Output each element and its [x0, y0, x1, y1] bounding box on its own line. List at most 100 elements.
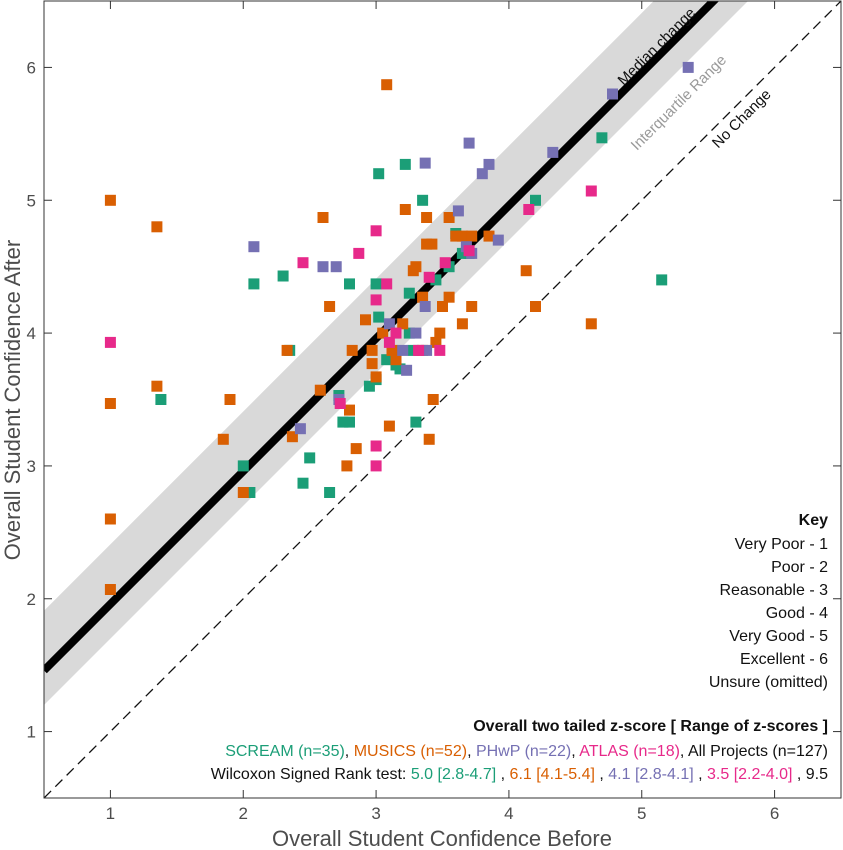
- data-point-phwp: [452, 205, 464, 217]
- legend-zscore-row: Wilcoxon Signed Rank test: 5.0 [2.8-4.7]…: [211, 766, 828, 783]
- key-item: Very Good - 5: [729, 628, 828, 645]
- key-title: Key: [799, 512, 828, 529]
- data-point-phwp: [294, 423, 306, 435]
- zscore-musics: 6.1 [4.1-5.4]: [510, 766, 595, 783]
- data-point-atlas: [353, 247, 365, 259]
- x-tick-label: 1: [106, 804, 115, 823]
- data-point-musics: [386, 344, 398, 356]
- data-point-scream: [403, 287, 415, 299]
- zscore-phwp: 4.1 [2.8-4.1]: [608, 766, 693, 783]
- data-point-scream: [530, 194, 541, 206]
- data-point-musics: [466, 230, 478, 242]
- zscore-atlas: 3.5 [2.2-4.0]: [707, 766, 792, 783]
- data-point-phwp: [419, 301, 431, 312]
- data-point-scream: [244, 487, 256, 498]
- data-point-scream: [370, 278, 382, 290]
- data-point-atlas: [439, 257, 451, 269]
- data-point-atlas: [370, 460, 382, 472]
- data-point-musics: [346, 344, 358, 356]
- data-point-atlas: [370, 440, 382, 452]
- data-point-atlas: [370, 225, 382, 237]
- y-axis-label: Overall Student Confidence After: [0, 240, 25, 560]
- data-point-musics: [324, 301, 336, 312]
- data-point-musics: [466, 301, 478, 312]
- data-point-musics: [104, 584, 116, 595]
- legend: Overall two tailed z-score [ Range of z-…: [211, 718, 828, 783]
- data-point-atlas: [383, 336, 395, 348]
- data-point-atlas: [390, 327, 402, 339]
- data-point-musics: [390, 354, 402, 366]
- data-point-musics: [314, 384, 326, 396]
- data-point-atlas: [585, 185, 597, 197]
- data-point-musics: [450, 230, 462, 242]
- data-point-scream: [399, 158, 411, 170]
- data-point-musics: [443, 291, 455, 303]
- data-point-musics: [104, 398, 116, 409]
- data-point-musics: [104, 513, 116, 525]
- data-point-scream: [381, 354, 393, 366]
- data-point-phwp: [492, 234, 504, 246]
- key-item: Poor - 2: [771, 559, 828, 576]
- data-point-musics: [530, 301, 541, 312]
- data-point-scream: [344, 416, 355, 428]
- data-point-atlas: [297, 257, 309, 269]
- data-point-scream: [456, 247, 468, 259]
- data-point-atlas: [413, 344, 425, 356]
- data-point-atlas: [423, 271, 435, 283]
- data-point-musics: [410, 261, 422, 273]
- data-point-musics: [350, 443, 362, 455]
- x-axis-label: Overall Student Confidence Before: [272, 826, 612, 850]
- median-change-line: [44, 1, 720, 674]
- data-point-musics: [104, 194, 116, 206]
- data-point-scream: [344, 278, 355, 290]
- x-tick-label: 5: [637, 804, 646, 823]
- data-point-musics: [366, 344, 378, 356]
- data-point-musics: [317, 212, 329, 223]
- data-point-phwp: [682, 61, 694, 73]
- data-point-phwp: [463, 137, 475, 149]
- data-point-musics: [427, 394, 439, 405]
- x-tick-label: 6: [770, 804, 779, 823]
- key-item: Good - 4: [766, 605, 828, 622]
- y-tick-label: 1: [27, 723, 36, 742]
- x-axis: 1 2 3 4 5 6: [106, 1, 779, 823]
- data-point-phwp: [330, 261, 342, 273]
- data-point-musics: [434, 327, 446, 339]
- data-point-scream: [373, 168, 385, 180]
- wilcoxon-label: Wilcoxon Signed Rank test:: [211, 766, 407, 783]
- y-tick-label: 5: [27, 191, 36, 210]
- data-point-musics: [421, 212, 433, 223]
- y-tick-label: 6: [27, 58, 36, 77]
- zscore-all: 9.5: [806, 766, 828, 783]
- key-item: Very Poor - 1: [735, 536, 828, 553]
- data-point-musics: [370, 371, 382, 383]
- data-point-musics: [423, 433, 435, 445]
- data-point-atlas: [370, 294, 382, 306]
- legend-musics: MUSICS (n=52): [354, 743, 467, 760]
- legend-atlas: ATLAS (n=18): [579, 743, 680, 760]
- data-point-musics: [426, 238, 438, 250]
- data-point-musics: [483, 230, 495, 242]
- x-tick-label: 4: [504, 804, 513, 823]
- data-point-musics: [397, 318, 409, 330]
- data-point-phwp: [397, 344, 409, 356]
- plot-frame: [43, 0, 842, 799]
- y-tick-label: 2: [27, 590, 36, 609]
- data-point-scream: [373, 311, 385, 323]
- data-point-musics: [520, 265, 532, 277]
- data-point-scream: [363, 380, 375, 392]
- data-point-musics: [456, 230, 468, 242]
- data-point-phwp: [547, 146, 559, 158]
- data-point-phwp: [383, 318, 395, 330]
- data-point-atlas: [381, 278, 393, 290]
- x-tick-label: 3: [371, 804, 380, 823]
- key-box: Key Very Poor - 1 Poor - 2 Reasonable - …: [709, 512, 828, 691]
- legend-title: Overall two tailed z-score [ Range of z-…: [473, 718, 828, 735]
- data-point-scream: [277, 270, 289, 282]
- data-point-phwp: [476, 168, 488, 180]
- data-point-musics: [360, 314, 371, 326]
- data-points: [104, 61, 694, 595]
- data-point-scream: [417, 194, 429, 206]
- x-tick-label: 2: [239, 804, 248, 823]
